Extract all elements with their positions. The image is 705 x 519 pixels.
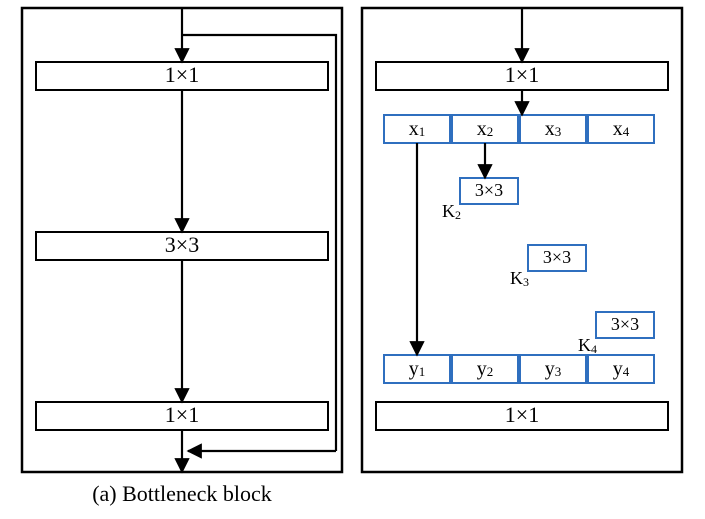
right-top-label: 1×1 bbox=[505, 62, 539, 87]
left-bot-label: 1×1 bbox=[165, 402, 199, 427]
left-mid-label: 3×3 bbox=[165, 232, 199, 257]
caption-left: (a) Bottleneck block bbox=[92, 481, 272, 506]
left-top-label: 1×1 bbox=[165, 62, 199, 87]
conv-2-label: 3×3 bbox=[475, 180, 503, 200]
conv-3-label: 3×3 bbox=[543, 247, 571, 267]
right-bot-label: 1×1 bbox=[505, 402, 539, 427]
conv-4-label: 3×3 bbox=[611, 314, 639, 334]
